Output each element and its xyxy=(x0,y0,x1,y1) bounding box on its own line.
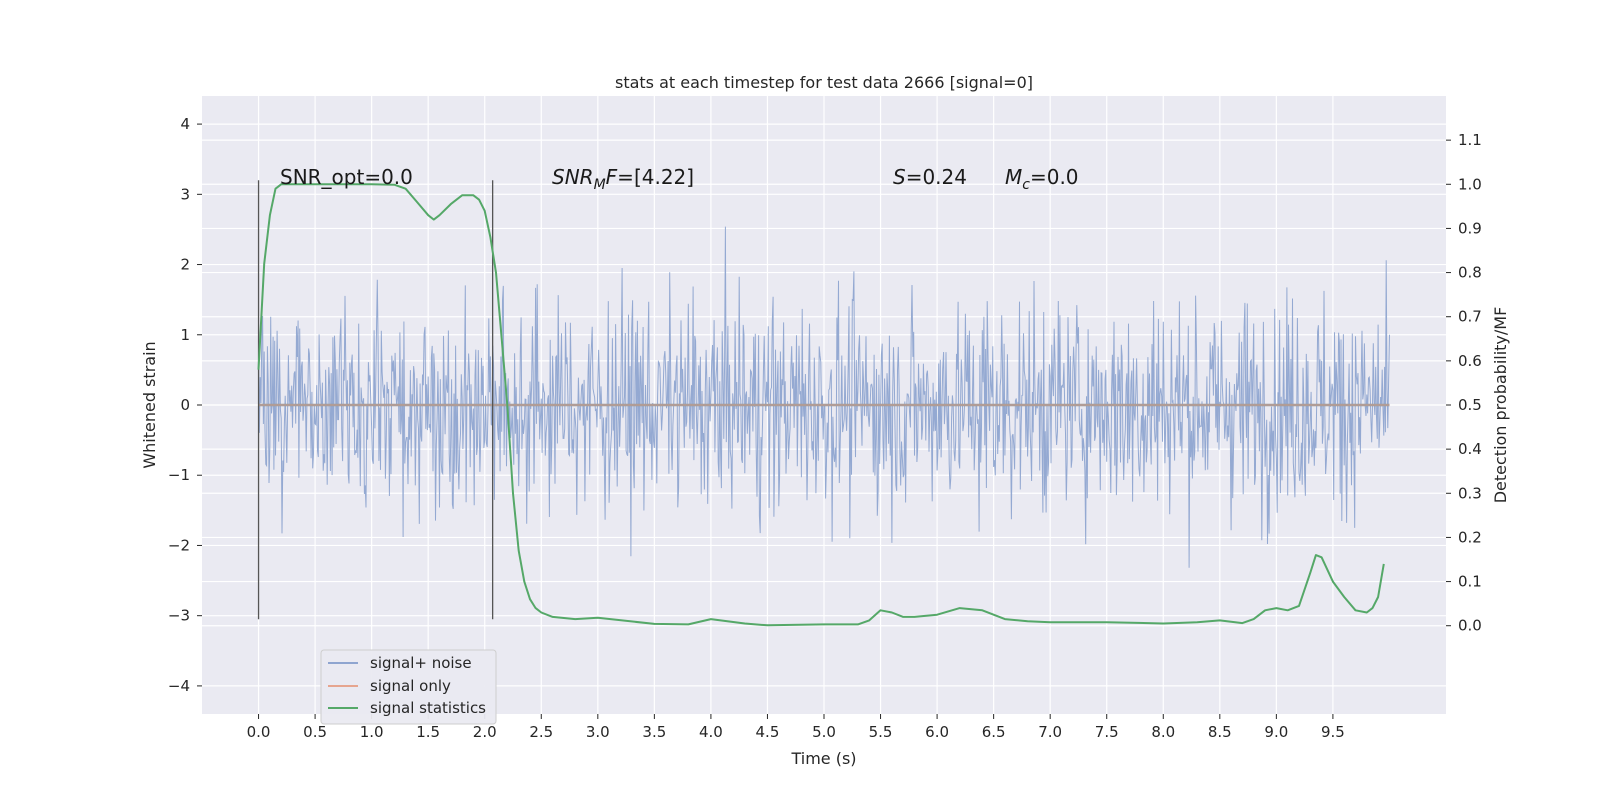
x-tick-label: 3.5 xyxy=(642,723,666,741)
y2-tick-label: 0.5 xyxy=(1458,396,1482,414)
y-tick-label: 1 xyxy=(180,326,190,344)
legend-box xyxy=(320,649,497,725)
x-tick-label: 4.5 xyxy=(756,723,780,741)
y2-tick-label: 0.4 xyxy=(1458,440,1482,458)
y2-axis-label: Detection probability/MF xyxy=(1491,307,1510,504)
y2-tick-label: 0.1 xyxy=(1458,573,1482,591)
chart-title: stats at each timestep for test data 266… xyxy=(615,73,1033,92)
y2-tick-label: 0.3 xyxy=(1458,484,1482,502)
legend: signal+ noise signal only signal statist… xyxy=(320,649,497,725)
x-tick-label: 0.0 xyxy=(247,723,271,741)
y2-tick-label: 0.7 xyxy=(1458,308,1482,326)
y-tick-label: 2 xyxy=(180,256,190,274)
snr-mf-annotation: SNRMF=[4.22] xyxy=(552,165,694,193)
plot-content xyxy=(257,180,1390,627)
legend-label-signal-only: signal only xyxy=(370,677,451,695)
y-tick-label: 3 xyxy=(180,185,190,203)
x-tick-label: 8.0 xyxy=(1151,723,1175,741)
snr-opt-annotation: SNR_opt=0.0 xyxy=(280,165,413,189)
x-tick-label: 2.5 xyxy=(529,723,553,741)
x-tick-label: 5.5 xyxy=(869,723,893,741)
y2-tick-label: 0.6 xyxy=(1458,352,1482,370)
y-axis-label: Whitened strain xyxy=(140,341,159,468)
signal-statistics-line xyxy=(257,183,1385,627)
y-tick-label: −2 xyxy=(168,536,190,554)
y-tick-label: 0 xyxy=(180,396,190,414)
legend-label-signal-noise: signal+ noise xyxy=(370,654,472,672)
y2-tick-label: 0.2 xyxy=(1458,528,1482,546)
y2-tick-label: 0.0 xyxy=(1458,617,1482,635)
x-tick-label: 8.5 xyxy=(1208,723,1232,741)
snr-mf-value: [4.22] xyxy=(634,165,694,189)
x-tick-label: 9.0 xyxy=(1264,723,1288,741)
x-tick-label: 7.5 xyxy=(1095,723,1119,741)
x-tick-label: 9.5 xyxy=(1321,723,1345,741)
mc-value: =0.0 xyxy=(1030,165,1079,189)
x-tick-label: 6.5 xyxy=(982,723,1006,741)
legend-label-signal-statistics: signal statistics xyxy=(370,699,486,717)
x-tick-label: 4.0 xyxy=(699,723,723,741)
y2-tick-label: 0.9 xyxy=(1458,219,1482,237)
x-tick-label: 5.0 xyxy=(812,723,836,741)
x-tick-label: 3.0 xyxy=(586,723,610,741)
x-tick-label: 1.0 xyxy=(360,723,384,741)
s-value: =0.24 xyxy=(906,165,967,189)
y-tick-label: −3 xyxy=(168,607,190,625)
x-axis-label: Time (s) xyxy=(790,749,856,768)
y2-tick-label: 1.0 xyxy=(1458,175,1482,193)
x-tick-label: 1.5 xyxy=(416,723,440,741)
x-tick-label: 0.5 xyxy=(303,723,327,741)
mc-annotation: Mc=0.0 xyxy=(1005,165,1079,193)
x-tick-label: 6.0 xyxy=(925,723,949,741)
y2-tick-label: 0.8 xyxy=(1458,264,1482,282)
y-tick-label: 4 xyxy=(180,115,190,133)
axes: 0.0 0.5 1.0 1.5 2.0 2.5 3.0 3.5 4.0 4.5 5.0 5.5 6.0 6… xyxy=(168,115,1482,741)
y-tick-label: −1 xyxy=(168,466,190,484)
y2-tick-label: 1.1 xyxy=(1458,131,1482,149)
x-tick-label: 2.0 xyxy=(473,723,497,741)
y-tick-label: −4 xyxy=(168,677,190,695)
x-tick-label: 7.0 xyxy=(1038,723,1062,741)
s-annotation: S=0.24 xyxy=(893,165,967,189)
